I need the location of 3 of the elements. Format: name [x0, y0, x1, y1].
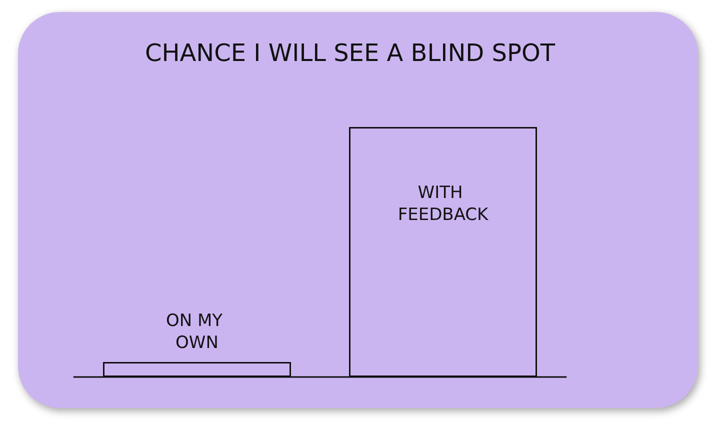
- x-tick-label: WITH FEEDBACK: [398, 183, 490, 225]
- x-tick-label: ON MY OWN: [166, 311, 228, 353]
- chart-title: CHANCE I WILL SEE A BLIND SPOT: [144, 39, 556, 67]
